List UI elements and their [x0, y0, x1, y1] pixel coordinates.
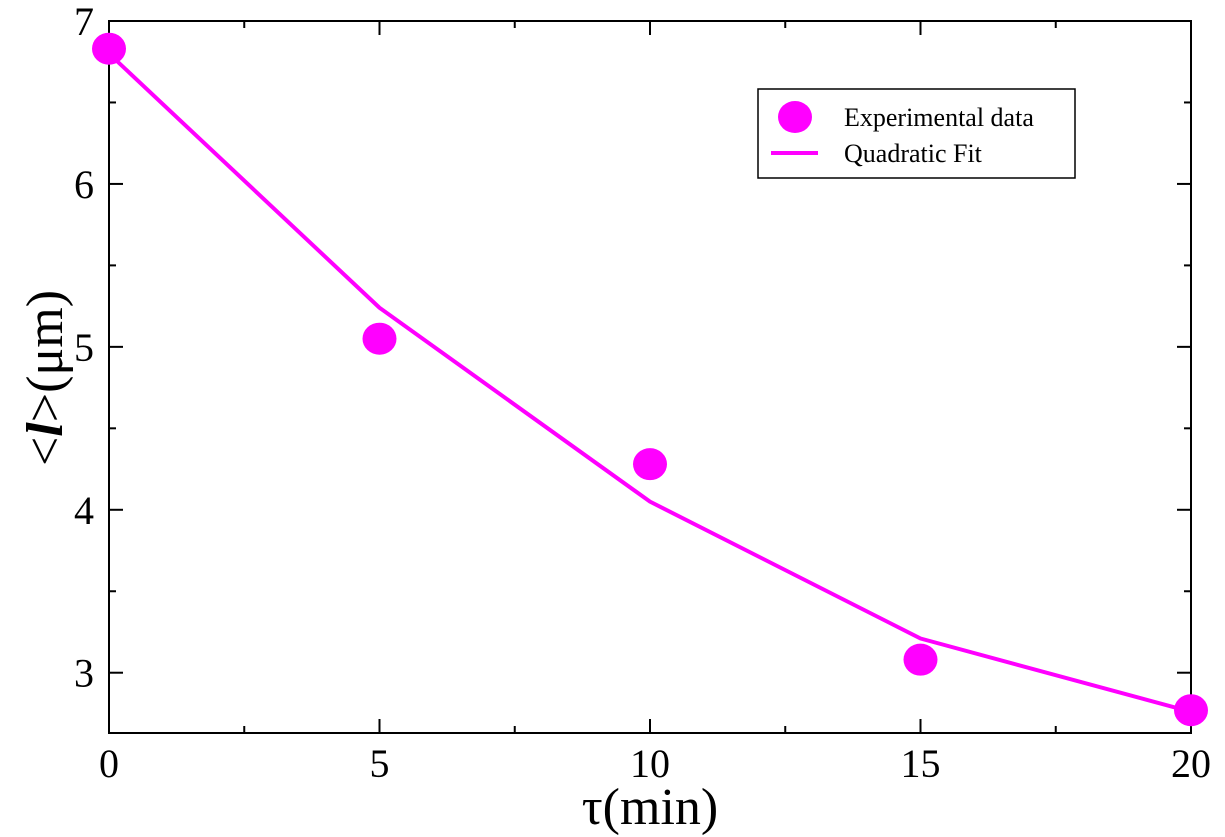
data-point: [1174, 694, 1208, 727]
y-tick-label: 3: [74, 651, 94, 696]
data-point: [633, 448, 667, 481]
y-tick-label: 5: [74, 325, 94, 370]
y-axis-label: <l>(μm): [17, 290, 74, 466]
x-tick-label: 20: [1171, 741, 1211, 786]
legend-label: Experimental data: [844, 103, 1034, 132]
data-point: [92, 32, 126, 65]
series-layer: [92, 32, 1208, 727]
legend-marker: [778, 101, 812, 133]
legend: Experimental data Quadratic Fit: [757, 88, 1076, 179]
data-point: [903, 643, 938, 676]
x-tick-label: 0: [99, 741, 119, 786]
x-tick-label: 5: [370, 741, 390, 786]
y-axis-label-prefix: <: [17, 437, 74, 466]
y-axis-label-suffix: >(μm): [17, 290, 74, 422]
legend-items: Experimental data Quadratic Fit: [771, 101, 1034, 168]
y-tick-label: 4: [74, 488, 94, 533]
x-tick-label: 10: [630, 741, 670, 786]
tick-labels: 0 5 10 15 20 3 4 5 6 7: [74, 0, 1211, 786]
y-tick-label: 6: [74, 162, 94, 207]
fit-line: [107, 52, 1192, 714]
data-point: [362, 322, 397, 355]
x-tick-label: 15: [901, 741, 941, 786]
x-axis-label: τ(min): [582, 779, 718, 836]
legend-label: Quadratic Fit: [844, 139, 983, 168]
legend-box: [757, 88, 1076, 179]
y-tick-label: 7: [74, 0, 94, 44]
y-axis-label-symbol: l: [17, 422, 74, 437]
